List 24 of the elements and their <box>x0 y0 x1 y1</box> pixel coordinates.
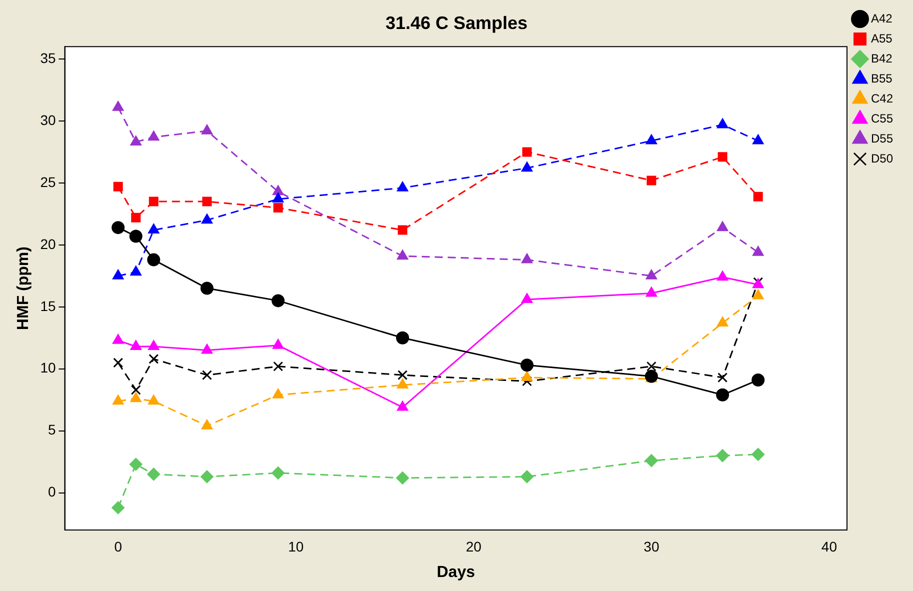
y-tick-label: 0 <box>48 484 56 500</box>
legend-label: C42 <box>870 91 894 106</box>
y-tick-label: 25 <box>40 174 56 190</box>
y-tick-label: 15 <box>40 298 56 314</box>
x-axis-title: Days <box>436 564 476 581</box>
legend-label: A42 <box>870 11 893 26</box>
x-tick-label: 0 <box>114 538 122 554</box>
y-tick-label: 20 <box>40 236 56 252</box>
x-tick-label: 30 <box>644 538 660 554</box>
y-tick-label: 5 <box>48 422 56 438</box>
legend-label: B42 <box>870 51 893 66</box>
legend-label: D50 <box>870 151 894 166</box>
y-tick-label: 35 <box>40 50 56 66</box>
y-tick-label: 10 <box>40 360 56 376</box>
legend-label: D55 <box>870 131 894 146</box>
legend-label: C55 <box>870 111 894 126</box>
legend-label: A55 <box>870 31 893 46</box>
x-tick-label: 10 <box>288 538 304 554</box>
y-axis-title: HMF (ppm) <box>15 246 32 330</box>
x-tick-label: 40 <box>821 538 838 554</box>
y-tick-label: 30 <box>40 112 56 128</box>
x-tick-label: 20 <box>466 538 482 554</box>
legend-label: B55 <box>870 71 893 86</box>
chart-title: 31.46 C Samples <box>385 12 528 33</box>
